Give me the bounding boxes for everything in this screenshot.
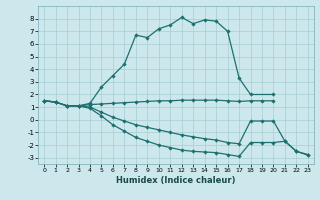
X-axis label: Humidex (Indice chaleur): Humidex (Indice chaleur) xyxy=(116,176,236,185)
